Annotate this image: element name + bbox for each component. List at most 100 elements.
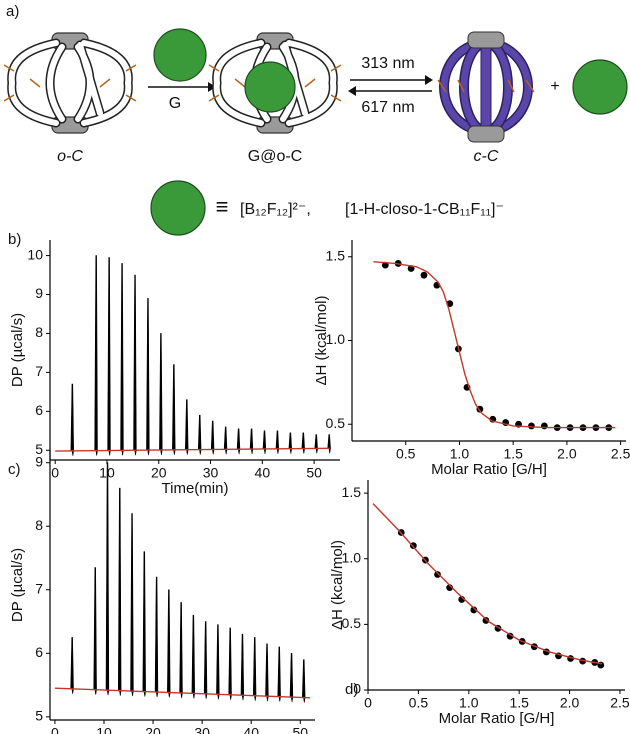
injection-peak <box>70 383 74 456</box>
x-tick-label: 30 <box>194 725 210 734</box>
x-tick-label: 2.5 <box>611 446 630 462</box>
y-tick-label: 9 <box>35 285 43 301</box>
data-point <box>482 617 490 624</box>
fit-line <box>373 261 616 429</box>
y-tick-label: 1.0 <box>342 549 362 565</box>
injection-peak <box>265 643 269 702</box>
x-tick-label: 2.0 <box>560 695 580 711</box>
panel-label: a) <box>6 3 19 20</box>
injection-peak <box>289 652 294 703</box>
injection-peak <box>142 551 146 697</box>
injection-peak <box>154 576 159 698</box>
equiv: ≡ <box>216 194 229 219</box>
injection-peak <box>94 255 98 456</box>
injection-peak <box>203 621 208 699</box>
y-tick-label: 1.0 <box>326 331 346 347</box>
data-point <box>506 632 514 640</box>
injection-peak <box>223 426 228 455</box>
injection-peak <box>249 428 254 455</box>
x-tick-label: 2.5 <box>610 695 630 711</box>
guest-formula: [B₁₂F₁₂]²⁻, <box>240 201 311 218</box>
arrow-head <box>348 86 356 96</box>
injection-peak <box>252 637 257 701</box>
fit-line <box>54 687 311 699</box>
data-point <box>470 606 478 614</box>
fit-line <box>55 447 330 452</box>
guest-sphere <box>244 61 296 113</box>
injection-peak <box>107 257 111 456</box>
y-tick-label: 7 <box>35 363 43 379</box>
injection-peak <box>216 624 220 700</box>
y-tick-label: 0 <box>353 681 361 697</box>
y-tick-label: 0.5 <box>342 615 362 631</box>
injection-peak <box>275 430 280 454</box>
panel-label: c) <box>8 461 21 478</box>
x-tick-label: 0 <box>364 695 372 711</box>
y-tick-label: 0.5 <box>326 415 346 431</box>
cage-label: c-C <box>474 148 499 165</box>
panel-label: d) <box>345 681 358 698</box>
x-tick-label: 2.0 <box>557 446 577 462</box>
data-point <box>420 271 428 279</box>
x-tick-label: 1.5 <box>503 446 523 462</box>
x-tick-label: 1.5 <box>509 695 529 711</box>
cage-label: o-C <box>57 148 83 165</box>
guest-sphere <box>572 59 628 115</box>
x-tick-label: 50 <box>292 725 308 734</box>
y-tick-label: 1.5 <box>326 247 346 263</box>
data-point <box>434 571 441 578</box>
open-cage <box>4 33 136 133</box>
injection-peak <box>146 298 150 456</box>
x-tick-label: 40 <box>255 465 271 481</box>
data-point <box>540 422 548 430</box>
fit-line <box>372 503 602 665</box>
injection-peak <box>277 646 281 702</box>
plus: + <box>550 78 559 95</box>
injection-peak <box>172 364 176 455</box>
injection-peak <box>191 614 195 699</box>
y-tick-label: 9 <box>35 453 43 469</box>
injection-peak <box>302 659 306 703</box>
injection-peak <box>130 513 134 697</box>
backward-label: 617 nm <box>361 99 414 116</box>
cage-label: G@o-C <box>248 148 302 165</box>
injection-peak <box>262 430 267 455</box>
injection-peak <box>179 602 183 698</box>
injection-peak <box>105 462 110 696</box>
injection-peak <box>314 434 318 454</box>
injection-peak <box>288 432 292 454</box>
injection-peak <box>93 567 97 695</box>
y-tick-label: 5 <box>35 441 43 457</box>
panel-label: b) <box>8 231 21 248</box>
y-axis-title: DP (µcal/s) <box>9 548 26 622</box>
x-tick-label: 1.0 <box>450 446 470 462</box>
data-point <box>528 422 535 430</box>
y-tick-label: 8 <box>35 517 43 533</box>
guest-formula: [1-H-closo-1-CB₁₁F₁₁]⁻ <box>345 201 504 218</box>
injection-peak <box>228 627 232 700</box>
injection-peak <box>301 432 305 454</box>
injection-peak <box>133 274 137 456</box>
injection-peak <box>159 333 163 456</box>
y-tick-label: 7 <box>35 580 43 596</box>
y-axis-title: ΔH (kcal/mol) <box>329 540 346 630</box>
y-axis-title: ΔH (kcal/mol) <box>313 295 330 385</box>
guest-label: G <box>169 95 181 112</box>
y-tick-label: 6 <box>35 402 43 418</box>
y-tick-label: 10 <box>27 246 43 262</box>
injection-peak <box>210 420 215 455</box>
y-tick-label: 8 <box>35 324 43 340</box>
x-tick-label: 50 <box>306 465 322 481</box>
y-axis-title: DP (µcal/s) <box>9 313 26 387</box>
x-tick-label: 10 <box>96 725 112 734</box>
data-point <box>409 542 417 550</box>
injection-peak <box>120 263 124 456</box>
injection-peak <box>70 637 74 694</box>
x-tick-label: 1.0 <box>459 695 479 711</box>
x-tick-label: 0 <box>51 725 59 734</box>
x-tick-label: 40 <box>243 725 259 734</box>
injection-peak <box>197 414 202 455</box>
